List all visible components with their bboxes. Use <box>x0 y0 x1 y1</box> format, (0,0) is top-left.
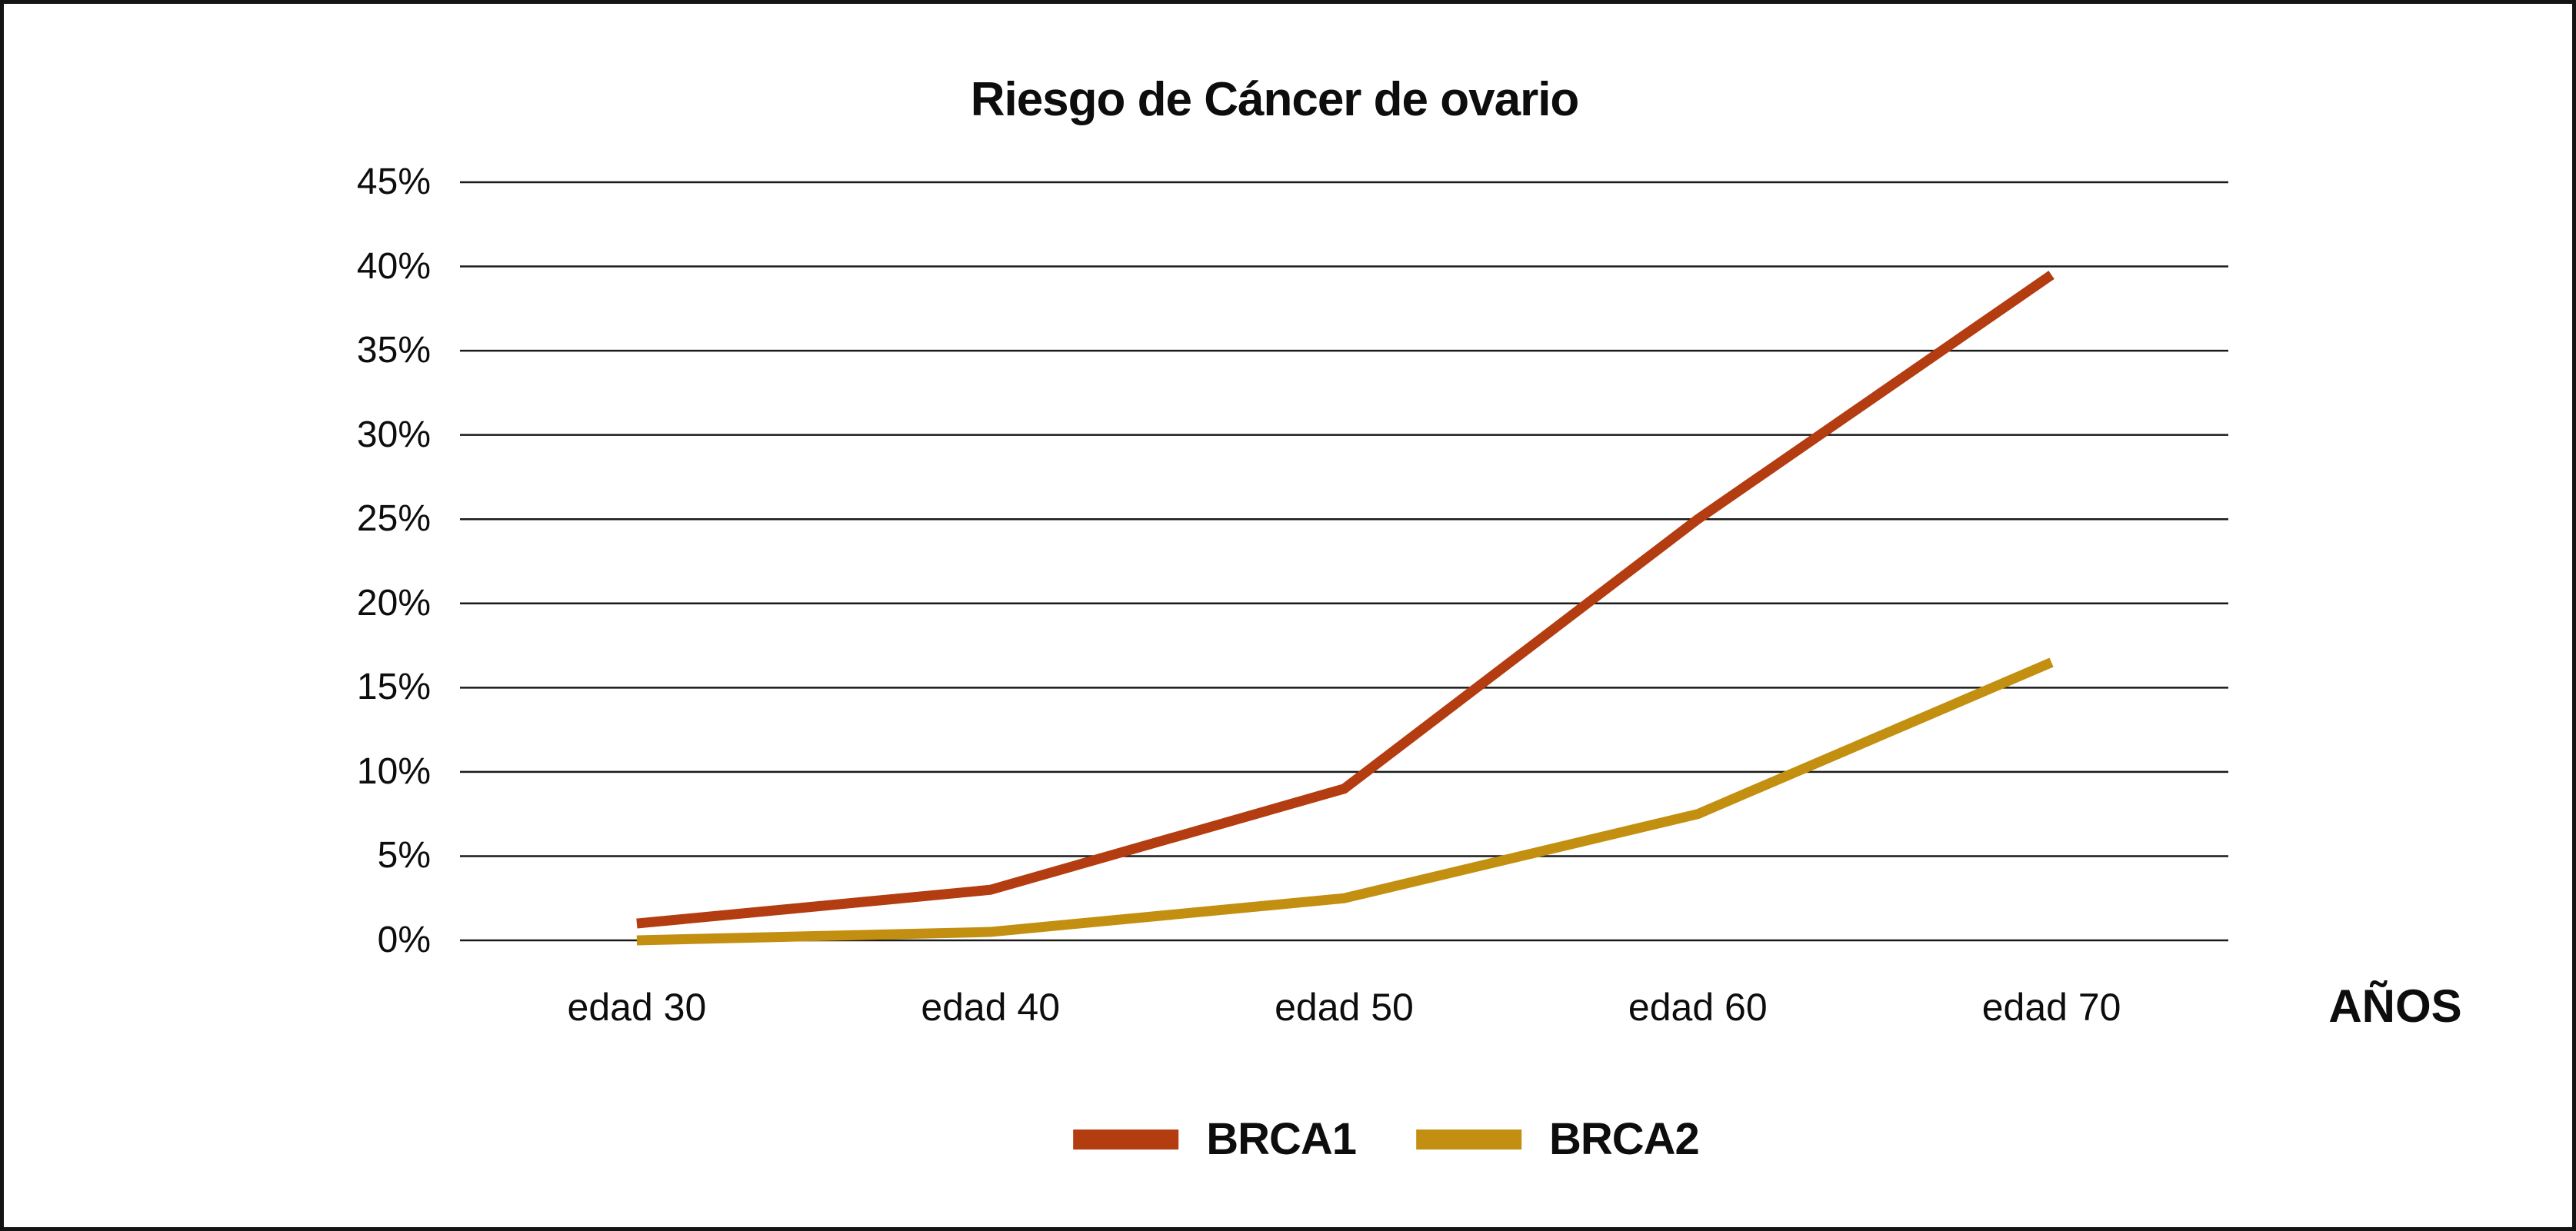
x-tick-label: edad 70 <box>1981 986 2121 1029</box>
y-tick-label: 35% <box>356 330 431 371</box>
legend-label-brca1: BRCA1 <box>1206 1114 1357 1164</box>
y-tick-label: 30% <box>356 414 431 455</box>
x-tick-label: edad 50 <box>1275 986 1414 1029</box>
brca2-line-swatch <box>1416 1130 1521 1149</box>
legend-item-brca1: BRCA1 <box>1073 1109 1357 1170</box>
legend: BRCA1 BRCA2 <box>1073 1109 1700 1170</box>
legend-item-brca2: BRCA2 <box>1416 1109 1700 1170</box>
x-tick-label: edad 40 <box>921 986 1061 1029</box>
chart-title: Riesgo de Cáncer de ovario <box>970 73 1580 126</box>
x-axis-title: AÑOS <box>2328 980 2462 1032</box>
series-line-brca2 <box>636 657 2054 946</box>
x-tick-label: edad 30 <box>567 986 707 1029</box>
y-tick-label: 20% <box>356 582 431 624</box>
brca1-line-swatch <box>1073 1130 1179 1149</box>
y-tick-label: 15% <box>356 667 431 708</box>
y-tick-label: 10% <box>356 750 431 792</box>
y-tick-label: 40% <box>356 245 431 287</box>
series-line-brca1 <box>636 271 2054 929</box>
y-tick-label: 25% <box>356 498 431 540</box>
x-tick-label: edad 60 <box>1628 986 1768 1029</box>
legend-label-brca2: BRCA2 <box>1549 1114 1700 1164</box>
y-tick-label: 5% <box>377 835 431 877</box>
y-tick-label: 45% <box>356 161 431 202</box>
y-tick-label: 0% <box>377 920 431 960</box>
